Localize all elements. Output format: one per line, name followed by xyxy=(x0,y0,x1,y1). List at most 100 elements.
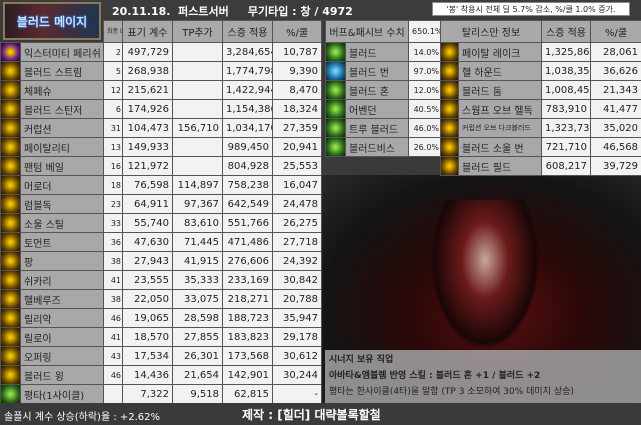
skill-icon-cell xyxy=(0,80,21,100)
skill-icon xyxy=(326,81,345,99)
skill-name: 헬베루즈 xyxy=(20,289,104,309)
skill-level: 38 xyxy=(103,289,123,309)
base-coefficient: 7,322 xyxy=(122,384,173,404)
skill-boost-applied: 1,008,456 xyxy=(541,80,592,100)
skill-icon xyxy=(1,347,20,365)
skill-name: 쉬카리 xyxy=(20,270,104,290)
buff-name: 트루 블러드 xyxy=(344,118,410,138)
class-logo: 블러드 메이지 xyxy=(3,2,101,40)
tp-bonus: 27,855 xyxy=(172,327,223,347)
buff-name: 블러드비스 xyxy=(344,137,410,157)
base-coefficient: 215,621 xyxy=(122,80,173,100)
percent-per-cooldown: 21,343 xyxy=(590,80,641,100)
skill-icon xyxy=(1,366,20,384)
percent-per-cooldown: 8,470 xyxy=(272,80,322,100)
table-row: 토먼트 36 47,630 71,445 471,486 27,718 xyxy=(0,232,322,252)
skill-boost-applied: 1,774,798 xyxy=(222,61,273,81)
base-coefficient: 104,473 xyxy=(122,118,173,138)
percent-per-cooldown: 35,020 xyxy=(590,118,641,138)
skill-icon xyxy=(441,100,458,118)
skill-name: 럼블독 xyxy=(20,194,104,214)
skill-icon xyxy=(1,271,20,289)
skill-level: 36 xyxy=(103,232,123,252)
skill-boost-applied: 804,928 xyxy=(222,156,273,176)
table-row: 오퍼링 43 17,534 26,301 173,568 30,612 xyxy=(0,346,322,366)
buff-value: 46.0% xyxy=(408,118,442,138)
talisman-name: 블러드 필드 xyxy=(457,156,543,176)
skill-name: 토먼트 xyxy=(20,232,104,252)
base-coefficient: 19,065 xyxy=(122,308,173,328)
skill-level: 41 xyxy=(103,327,123,347)
percent-per-cooldown: 41,477 xyxy=(590,99,641,119)
skill-boost-applied: 188,723 xyxy=(222,308,273,328)
skill-icon-cell xyxy=(440,42,459,62)
skill-icon xyxy=(1,43,20,61)
skill-icon-cell xyxy=(0,137,21,157)
base-coefficient: 149,933 xyxy=(122,137,173,157)
tp-bonus: 9,518 xyxy=(172,384,223,404)
skill-icon xyxy=(1,233,20,251)
skill-name: 블러드 스틴저 xyxy=(20,99,104,119)
buff-value: 97.0% xyxy=(408,61,442,81)
skill-level: 41 xyxy=(103,270,123,290)
skill-icon xyxy=(326,119,345,137)
maker-credit: 제작 : [힐더] 대략볼록할철 xyxy=(242,408,381,422)
base-coefficient: 27,943 xyxy=(122,251,173,271)
base-coefficient: 14,436 xyxy=(122,365,173,385)
percent-per-cooldown: 46,568 xyxy=(590,137,641,157)
skill-boost-applied: 218,271 xyxy=(222,289,273,309)
tp-bonus: 33,075 xyxy=(172,289,223,309)
skill-icon-cell xyxy=(0,213,21,233)
skill-boost-applied: 233,169 xyxy=(222,270,273,290)
percent-per-cooldown: 28,061 xyxy=(590,42,641,62)
column-header: %/쿨 xyxy=(590,20,641,43)
skill-name: 릴로이 xyxy=(20,327,104,347)
character-art xyxy=(430,200,540,350)
skill-level: 12 xyxy=(103,80,123,100)
skill-name: 팡 xyxy=(20,251,104,271)
table-row: 머로더 18 76,598 114,897 758,238 16,047 xyxy=(0,175,322,195)
buff-total: 650.1% xyxy=(408,20,442,43)
buff-value: 26.0% xyxy=(408,137,442,157)
skill-name: 오퍼링 xyxy=(20,346,104,366)
base-coefficient: 76,598 xyxy=(122,175,173,195)
skill-level: 6 xyxy=(103,99,123,119)
table-row: 럼블독 23 64,911 97,367 642,549 24,478 xyxy=(0,194,322,214)
skill-name: 릴리악 xyxy=(20,308,104,328)
buff-name: 블러드 xyxy=(344,42,410,62)
talisman-name: 커럽션 오브 다크블러드 xyxy=(457,118,543,138)
tp-bonus: 26,301 xyxy=(172,346,223,366)
percent-per-cooldown: 30,612 xyxy=(272,346,322,366)
tp-bonus: 41,915 xyxy=(172,251,223,271)
percent-per-cooldown: 25,553 xyxy=(272,156,322,176)
skill-icon xyxy=(1,309,20,327)
skill-icon-cell xyxy=(0,99,21,119)
table-row: 트루 블러드 46.0% xyxy=(325,118,442,138)
percent-per-cooldown: 16,047 xyxy=(272,175,322,195)
skill-boost-applied: 471,486 xyxy=(222,232,273,252)
skill-name: 소울 스틸 xyxy=(20,213,104,233)
tp-bonus xyxy=(172,42,223,62)
buff-value: 40.5% xyxy=(408,99,442,119)
table-row: 헬베루즈 38 22,050 33,075 218,271 20,788 xyxy=(0,289,322,309)
skill-icon-cell xyxy=(440,80,459,100)
skill-boost-applied: 1,422,944 xyxy=(222,80,273,100)
skill-level: 16 xyxy=(103,156,123,176)
table-row: 릴리악 46 19,065 28,598 188,723 35,947 xyxy=(0,308,322,328)
table-row: 블러드 윙 46 14,436 21,654 142,901 30,244 xyxy=(0,365,322,385)
skill-icon-cell xyxy=(0,194,21,214)
skill-icon-cell xyxy=(0,346,21,366)
table-row: 블러드 스트림 5 268,938 1,774,798 9,390 xyxy=(0,61,322,81)
percent-per-cooldown: 26,275 xyxy=(272,213,322,233)
base-coefficient: 18,570 xyxy=(122,327,173,347)
table-row: 쉬카리 41 23,555 35,333 233,169 30,842 xyxy=(0,270,322,290)
talisman-name: 블러드 둠 xyxy=(457,80,543,100)
tp-bonus: 21,654 xyxy=(172,365,223,385)
base-coefficient: 497,729 xyxy=(122,42,173,62)
percent-per-cooldown: 20,788 xyxy=(272,289,322,309)
percent-per-cooldown: 27,359 xyxy=(272,118,322,138)
table-row: 스웜프 오브 헬독 783,910 41,477 xyxy=(440,99,641,119)
skill-boost-applied: 1,323,738 xyxy=(541,118,592,138)
skill-icon-cell xyxy=(440,137,459,157)
skill-icon xyxy=(1,252,20,270)
